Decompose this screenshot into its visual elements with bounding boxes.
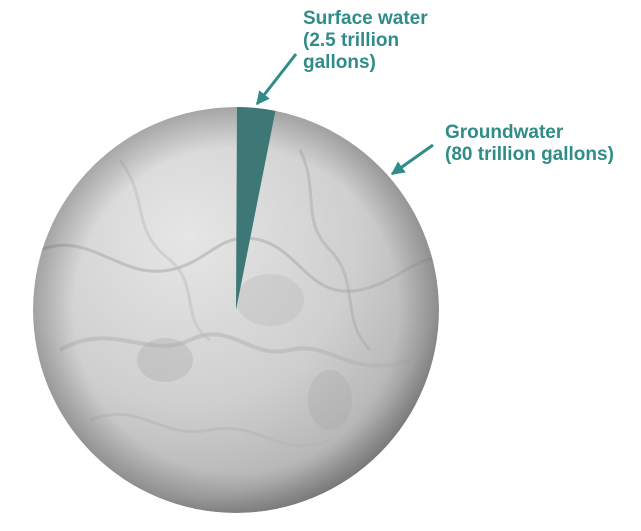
surface-water-label-line-1: Surface water	[303, 8, 428, 29]
surface-water-label-line-2: (2.5 trillion	[303, 30, 400, 51]
groundwater-arrow	[390, 143, 434, 176]
groundwater-label-line-2: (80 trillion gallons)	[445, 144, 614, 165]
surface-water-label: Surface water (2.5 trillion gallons)	[303, 8, 428, 74]
pie-group	[33, 107, 439, 513]
surface-water-arrow	[255, 53, 298, 106]
groundwater-label: Groundwater (80 trillion gallons)	[445, 122, 614, 166]
groundwater-label-line-1: Groundwater	[445, 122, 564, 143]
surface-water-label-line-3: gallons)	[303, 52, 376, 73]
slice-surface-water	[236, 107, 276, 310]
